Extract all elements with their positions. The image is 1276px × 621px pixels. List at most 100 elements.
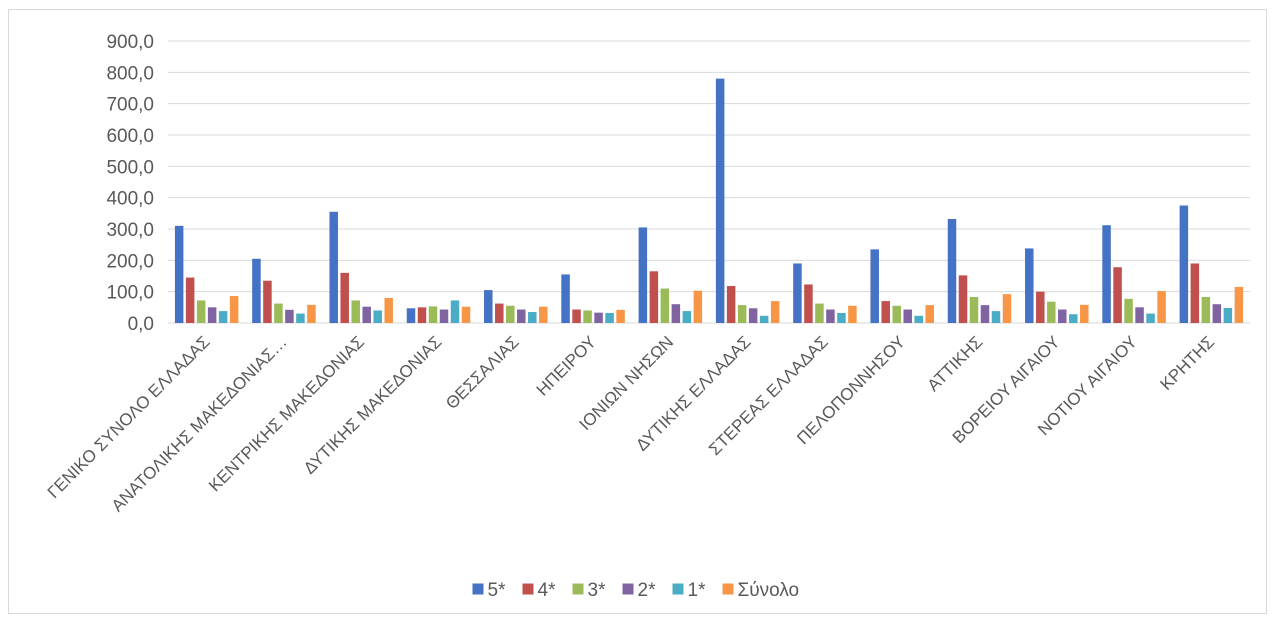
bar: [373, 310, 382, 323]
bar: [947, 218, 957, 323]
bar: [274, 303, 283, 323]
bar: [517, 309, 526, 323]
bar: [815, 303, 824, 323]
legend-label: 2*: [638, 580, 657, 601]
bar: [439, 309, 449, 323]
y-tick-label: 0,0: [128, 314, 154, 335]
bar: [495, 303, 504, 323]
bar: [296, 313, 305, 323]
y-tick-label: 800,0: [106, 63, 154, 84]
legend: 5* 4* 3* 2* 1* Σύνολο: [472, 580, 800, 601]
bar: [759, 315, 769, 323]
bar: [914, 315, 923, 323]
bar: [793, 263, 802, 323]
bar: [1234, 286, 1244, 323]
y-tick-label: 100,0: [106, 283, 154, 304]
legend-swatch: [572, 583, 584, 595]
bar: [660, 288, 670, 323]
bar: [450, 300, 460, 323]
x-category-label: ΗΠΕΙΡΟΥ: [533, 332, 600, 399]
legend-swatch: [622, 583, 634, 595]
bar: [561, 274, 570, 323]
bar: [1157, 291, 1166, 323]
bar: [881, 301, 890, 323]
bar: [1058, 309, 1067, 323]
y-tick-label: 900,0: [106, 32, 154, 53]
bar: [1080, 304, 1089, 323]
bar: [682, 311, 692, 323]
bar: [484, 290, 493, 323]
legend-label: 5*: [488, 580, 507, 601]
bar: [748, 308, 758, 323]
bar: [218, 311, 228, 323]
bar: [528, 312, 537, 323]
bar: [1102, 225, 1111, 323]
bar: [263, 280, 272, 323]
x-category-label: ΚΕΝΤΡΙΚΗΣ ΜΑΚΕΔΟΝΙΑΣ: [205, 332, 368, 495]
bar: [351, 300, 360, 323]
bar: [804, 284, 813, 323]
legend-label: Σύνολο: [738, 580, 800, 601]
bar: [638, 227, 648, 323]
bar: [616, 309, 625, 323]
bar: [892, 305, 901, 323]
bar: [1002, 294, 1012, 323]
x-category-label: ΚΡΗΤΗΣ: [1157, 332, 1219, 394]
bar: [417, 307, 427, 323]
bar: [207, 307, 217, 323]
bar: [362, 306, 371, 323]
bar: [870, 249, 879, 323]
bar: [252, 258, 261, 323]
bar: [428, 306, 438, 323]
bar: [285, 309, 294, 323]
y-axis-tick-labels: 0,0 100,0 200,0 300,0 400,0 500,0 600,0 700,0 80…: [106, 32, 154, 335]
bar: [1223, 307, 1233, 323]
bar: [506, 305, 515, 323]
bar: [307, 304, 316, 323]
legend-label: 3*: [588, 580, 607, 601]
legend-label: 4*: [538, 580, 557, 601]
bar: [1047, 301, 1056, 323]
legend-swatch: [472, 583, 484, 595]
x-category-label: ΔΥΤΙΚΗΣ ΜΑΚΕΔΟΝΙΑΣ: [300, 332, 445, 477]
bars: [174, 78, 1244, 323]
bar: [1146, 313, 1155, 323]
bar: [1124, 298, 1133, 323]
bar: [572, 309, 581, 323]
bar: [925, 305, 934, 323]
bar: [185, 277, 195, 323]
x-category-label: ΑΤΤΙΚΗΣ: [924, 332, 987, 395]
legend-label: 1*: [688, 580, 707, 601]
bar: [583, 310, 592, 323]
bar: [991, 311, 1001, 323]
bar: [715, 78, 725, 323]
y-tick-label: 500,0: [106, 157, 154, 178]
bar: [174, 225, 184, 323]
legend-swatch: [672, 583, 684, 595]
y-tick-label: 700,0: [106, 95, 154, 116]
bar: [1025, 248, 1034, 323]
bar: [1201, 296, 1211, 323]
bar: [837, 312, 846, 323]
y-tick-label: 400,0: [106, 189, 154, 210]
bar: [1190, 263, 1200, 323]
legend-swatch: [722, 583, 734, 595]
x-category-label: ΓΕΝΙΚΟ ΣΥΝΟΛΟ ΕΛΛΑΔΑΣ: [44, 332, 214, 502]
bar: [1179, 205, 1189, 323]
bar: [461, 306, 471, 323]
x-category-label: ΘΕΣΣΑΛΙΑΣ: [442, 332, 523, 413]
bar: [605, 312, 614, 323]
y-tick-label: 200,0: [106, 251, 154, 272]
bar: [826, 309, 835, 323]
chart-area: [8, 9, 1267, 614]
bar: [649, 271, 659, 323]
bar: [329, 211, 338, 323]
bar: [539, 306, 548, 323]
bar: [1113, 267, 1122, 323]
bar: [384, 297, 393, 323]
bar: [1212, 304, 1222, 323]
bar: [594, 312, 603, 323]
bar: [726, 286, 736, 323]
